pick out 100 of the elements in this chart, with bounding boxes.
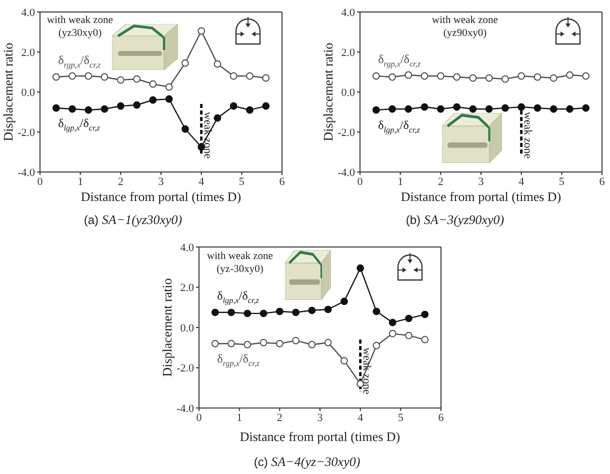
point bbox=[550, 105, 558, 113]
point bbox=[308, 340, 316, 348]
x-tick-label: 3 bbox=[478, 176, 484, 188]
x-tick-label: 4 bbox=[358, 412, 364, 424]
point bbox=[182, 59, 189, 67]
x-tick-label: 2 bbox=[118, 176, 124, 188]
point bbox=[68, 72, 76, 80]
point bbox=[469, 105, 477, 113]
point bbox=[52, 73, 60, 81]
x-tick-label: 3 bbox=[317, 412, 324, 424]
point bbox=[566, 105, 574, 113]
point bbox=[420, 72, 428, 80]
y-axis-title: Displacement ratio bbox=[0, 42, 16, 142]
y-tick-label: 0.0 bbox=[21, 86, 36, 99]
point bbox=[276, 340, 284, 348]
y-tick-label: -2.0 bbox=[338, 126, 356, 139]
point bbox=[260, 338, 268, 346]
x-axis-title: Distance from portal (times D) bbox=[240, 429, 400, 444]
point bbox=[388, 73, 396, 81]
series-label: δ$_{rgp,x}$/δ$_{cr,z}$ bbox=[217, 352, 260, 368]
point bbox=[340, 298, 348, 306]
point bbox=[502, 75, 509, 83]
x-tick-label: 1 bbox=[398, 176, 404, 188]
point bbox=[534, 104, 542, 112]
y-tick-label: 0.0 bbox=[341, 86, 356, 99]
point bbox=[453, 103, 460, 111]
x-tick-label: 0 bbox=[357, 176, 364, 188]
x-tick-label: 4 bbox=[518, 176, 525, 188]
point bbox=[52, 104, 60, 112]
x-tick-label: 6 bbox=[438, 412, 444, 424]
ref-line-label: weak zone bbox=[201, 112, 214, 159]
point bbox=[469, 74, 477, 82]
x-tick-label: 4 bbox=[198, 176, 205, 188]
x-tick-label: 5 bbox=[398, 412, 404, 424]
point bbox=[534, 73, 542, 81]
y-tick-label: 4.0 bbox=[341, 6, 356, 19]
point bbox=[421, 310, 429, 318]
point bbox=[308, 306, 316, 314]
x-tick-label: 5 bbox=[558, 176, 565, 188]
point bbox=[165, 83, 173, 91]
series-label: δ$_{lgp,x}$/δ$_{cr,z}$ bbox=[58, 116, 101, 133]
point bbox=[292, 336, 300, 344]
x-tick-label: 0 bbox=[196, 412, 202, 424]
annotation: with weak zone (yz90xy0) bbox=[431, 14, 499, 40]
point bbox=[436, 72, 444, 80]
point bbox=[404, 105, 412, 113]
point bbox=[388, 330, 396, 338]
x-tick-label: 5 bbox=[238, 176, 245, 188]
x-tick-label: 6 bbox=[599, 176, 606, 188]
x-axis-title: Distance from portal (times D) bbox=[400, 189, 562, 204]
y-tick-label: -2.0 bbox=[176, 362, 194, 375]
point bbox=[260, 310, 268, 318]
point bbox=[68, 105, 76, 113]
annotation: with weak zone (yz30xy0) bbox=[46, 14, 114, 40]
point bbox=[100, 73, 108, 81]
point bbox=[84, 72, 92, 80]
y-axis-title: Displacement ratio bbox=[160, 278, 174, 377]
point bbox=[436, 105, 444, 113]
point bbox=[324, 338, 332, 346]
point bbox=[149, 96, 157, 104]
point bbox=[550, 74, 558, 82]
x-tick-label: 1 bbox=[78, 176, 84, 188]
y-tick-label: 2.0 bbox=[341, 46, 356, 59]
y-tick-label: 4.0 bbox=[180, 242, 194, 254]
point bbox=[356, 264, 364, 272]
y-tick-label: -4.0 bbox=[18, 166, 36, 179]
point bbox=[485, 74, 493, 82]
y-tick-label: 2.0 bbox=[180, 282, 194, 294]
x-tick-label: 6 bbox=[279, 176, 286, 188]
point bbox=[340, 357, 348, 364]
point bbox=[198, 27, 206, 35]
ref-line-label: weak zone bbox=[360, 348, 372, 394]
y-tick-label: -2.0 bbox=[18, 126, 36, 139]
point bbox=[372, 342, 380, 350]
text: (b) SA−3(yz90xy0) bbox=[406, 212, 504, 227]
point bbox=[228, 340, 235, 348]
point bbox=[582, 72, 590, 80]
point bbox=[388, 105, 396, 113]
point bbox=[244, 340, 252, 348]
point bbox=[518, 103, 526, 111]
point bbox=[228, 308, 235, 316]
point bbox=[420, 103, 428, 111]
series-label: δ$_{lgp,x}$/δ$_{cr,z}$ bbox=[378, 118, 421, 135]
point bbox=[404, 71, 412, 79]
y-tick-label: -4.0 bbox=[176, 402, 194, 415]
x-tick-label: 2 bbox=[276, 412, 282, 424]
y-axis-title: Displacement ratio bbox=[320, 42, 336, 142]
point bbox=[582, 104, 590, 112]
point bbox=[230, 102, 238, 110]
point bbox=[372, 72, 380, 80]
point bbox=[211, 340, 219, 348]
point bbox=[133, 101, 140, 109]
annotation: with weak zone (yz-30xy0) bbox=[206, 250, 274, 276]
point bbox=[388, 318, 396, 326]
point bbox=[116, 102, 124, 110]
point bbox=[405, 314, 412, 322]
point bbox=[372, 308, 380, 316]
x-axis-title: Distance from portal (times D) bbox=[80, 189, 242, 204]
point bbox=[149, 80, 157, 88]
series-label: δ$_{lgp,x}$/δ$_{cr,z}$ bbox=[217, 288, 260, 306]
